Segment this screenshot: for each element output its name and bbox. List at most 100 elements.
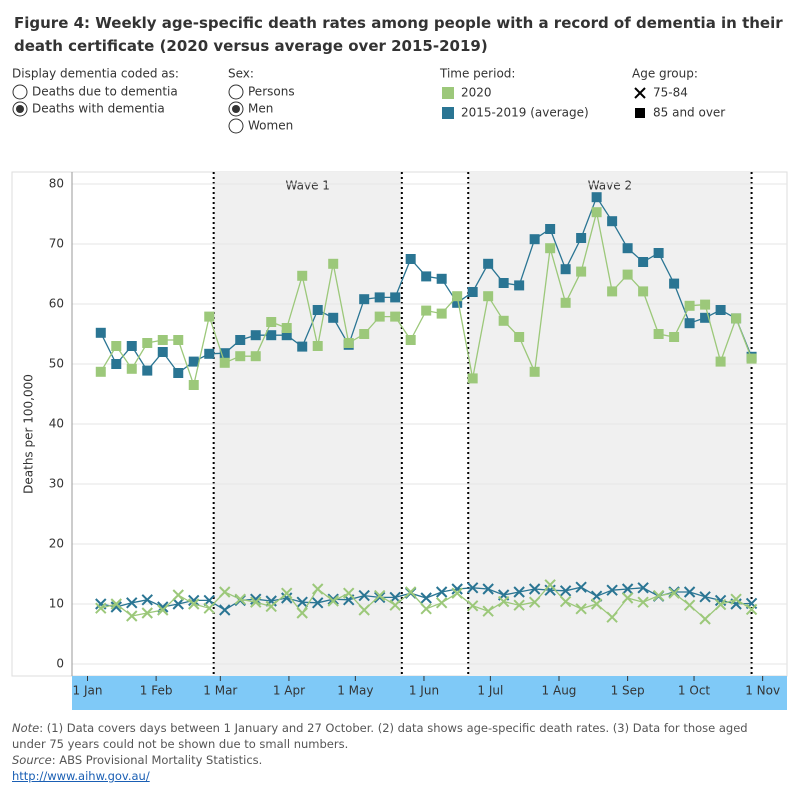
marker-square [188,356,199,367]
x-tick-label: 1 Nov [745,684,780,698]
y-tick-label: 20 [49,537,64,551]
marker-square [374,311,385,322]
marker-square [436,308,447,319]
marker-square [529,366,540,377]
marker-x [373,589,386,602]
marker-x [606,584,618,596]
y-tick-label: 80 [49,177,64,191]
marker-square [111,341,122,351]
filter-label: Sex: [228,67,254,81]
marker-square [374,292,385,303]
marker-square [343,338,354,348]
marker-x [95,602,107,614]
x-tick-label: 1 Jun [409,684,439,698]
chart-title: Figure 4: Weekly age-specific death rate… [14,14,783,55]
marker-x [513,599,525,611]
marker-x [296,607,308,619]
marker-square [157,335,168,345]
marker-square [467,373,478,384]
marker-square [684,300,695,311]
x-tick-label: 1 May [337,684,373,698]
marker-x [219,604,231,616]
marker-x [714,598,727,611]
marker-square [715,305,726,315]
marker-x [451,587,463,599]
marker-x [559,595,572,608]
y-tick-label: 10 [49,597,64,611]
marker-x [219,586,231,598]
radio[interactable] [228,118,244,134]
marker-x [126,597,138,609]
marker-x [172,598,184,610]
marker-square [669,278,680,289]
marker-square [312,305,323,315]
marker-x [590,598,603,610]
marker-x [435,597,448,609]
marker-x [528,596,541,608]
wave-label: Wave 2 [588,179,632,193]
marker-square [235,351,246,362]
marker-x [327,593,339,605]
marker-x [281,587,293,599]
x-tick-label: 1 Sep [611,684,645,698]
note-label: Note [12,721,40,735]
marker-x [172,589,184,601]
marker-square [250,330,261,341]
marker-x [497,595,510,608]
filter-option: Men [248,102,273,116]
marker-square [281,323,292,333]
marker-square [653,329,664,339]
marker-x [373,591,386,604]
marker-square [622,243,633,254]
marker-x [668,587,680,599]
marker-x [188,598,200,610]
legend-label: 2020 [461,86,492,100]
marker-x [745,603,758,616]
y-tick-label: 0 [56,657,64,671]
marker-x [141,594,153,606]
marker-square [560,297,571,308]
marker-square [405,254,416,264]
marker-square [452,291,463,302]
marker-x [312,597,324,609]
radio-dot [16,105,24,113]
marker-square [157,347,168,357]
marker-x [312,583,324,595]
marker-square [638,286,649,297]
radio[interactable] [12,84,28,100]
marker-square [514,332,525,342]
wave-label: Wave 1 [286,179,330,193]
marker-square [591,207,602,218]
link[interactable]: http://www.aihw.gov.au/ [12,769,150,783]
marker-square [142,338,153,348]
marker-x [420,603,432,615]
marker-x [203,602,215,614]
marker-x [342,587,355,599]
x-tick-label: 1 Jan [73,684,103,698]
marker-x [637,596,649,608]
marker-square [591,192,602,203]
marker-square [390,311,401,322]
x-tick-label: 1 Mar [203,684,237,698]
marker-square [328,258,339,269]
marker-x [634,87,646,99]
marker-square [607,286,618,297]
marker-x [110,598,122,610]
radio[interactable] [228,84,244,100]
marker-x [575,603,587,615]
marker-square [188,380,199,390]
legend-title: Time period: [439,67,515,81]
filter-label: Display dementia coded as: [12,67,179,81]
marker-square [421,305,432,316]
marker-square [684,318,695,329]
marker-x [296,596,308,608]
marker-square [452,297,463,308]
marker-square [700,312,711,323]
marker-x [265,600,277,613]
marker-square [514,280,525,291]
marker-x [420,592,432,604]
marker-square [560,264,571,275]
x-tick-label: 1 Apr [273,684,305,698]
y-axis-label: Deaths per 100,000 [22,374,36,494]
y-tick-label: 30 [49,477,64,491]
